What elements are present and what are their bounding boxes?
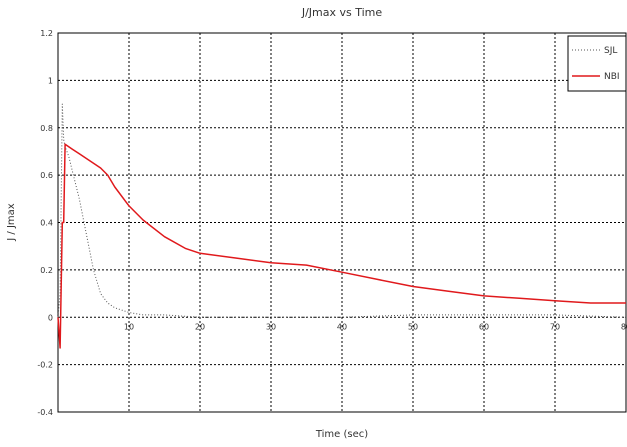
y-axis-label: J / Jmax [6, 203, 17, 241]
legend: SJL NBI [567, 35, 627, 92]
y-tick-label: 0 [48, 313, 53, 322]
series-layer [57, 103, 627, 349]
y-tick-label: 0.8 [40, 124, 53, 133]
x-tick-label: 10 [124, 322, 134, 331]
x-tick-label: 70 [550, 322, 560, 331]
y-tick-label: 1 [48, 76, 53, 85]
chart-title: J/Jmax vs Time [301, 6, 383, 19]
y-tick-label: -0.4 [37, 408, 53, 417]
x-tick-label: 60 [479, 322, 489, 331]
x-tick-label: 20 [195, 322, 205, 331]
x-tick-label: 30 [266, 322, 276, 331]
x-tick-label: 50 [408, 322, 418, 331]
legend-label-nbi: NBI [604, 72, 620, 82]
legend-box [567, 35, 627, 92]
y-tick-label: 0.4 [40, 219, 53, 228]
y-tick-label: 1.2 [40, 29, 53, 38]
y-tick-label: 0.2 [40, 266, 53, 275]
x-tick-label: 80 [621, 322, 627, 331]
y-axis-ticks: -0.4 -0.2 0 0.2 0.4 0.6 0.8 1 1.2 [37, 29, 53, 417]
y-tick-label: 0.6 [40, 171, 53, 180]
x-axis-ticks: 10 20 30 40 50 60 70 80 [124, 322, 627, 331]
plot-frame [57, 32, 627, 413]
series-line-nbi [57, 143, 626, 349]
y-tick-label: -0.2 [37, 361, 53, 370]
x-tick-label: 40 [337, 322, 347, 331]
legend-label-sjl: SJL [604, 46, 617, 56]
x-axis-label: Time (sec) [315, 429, 368, 440]
